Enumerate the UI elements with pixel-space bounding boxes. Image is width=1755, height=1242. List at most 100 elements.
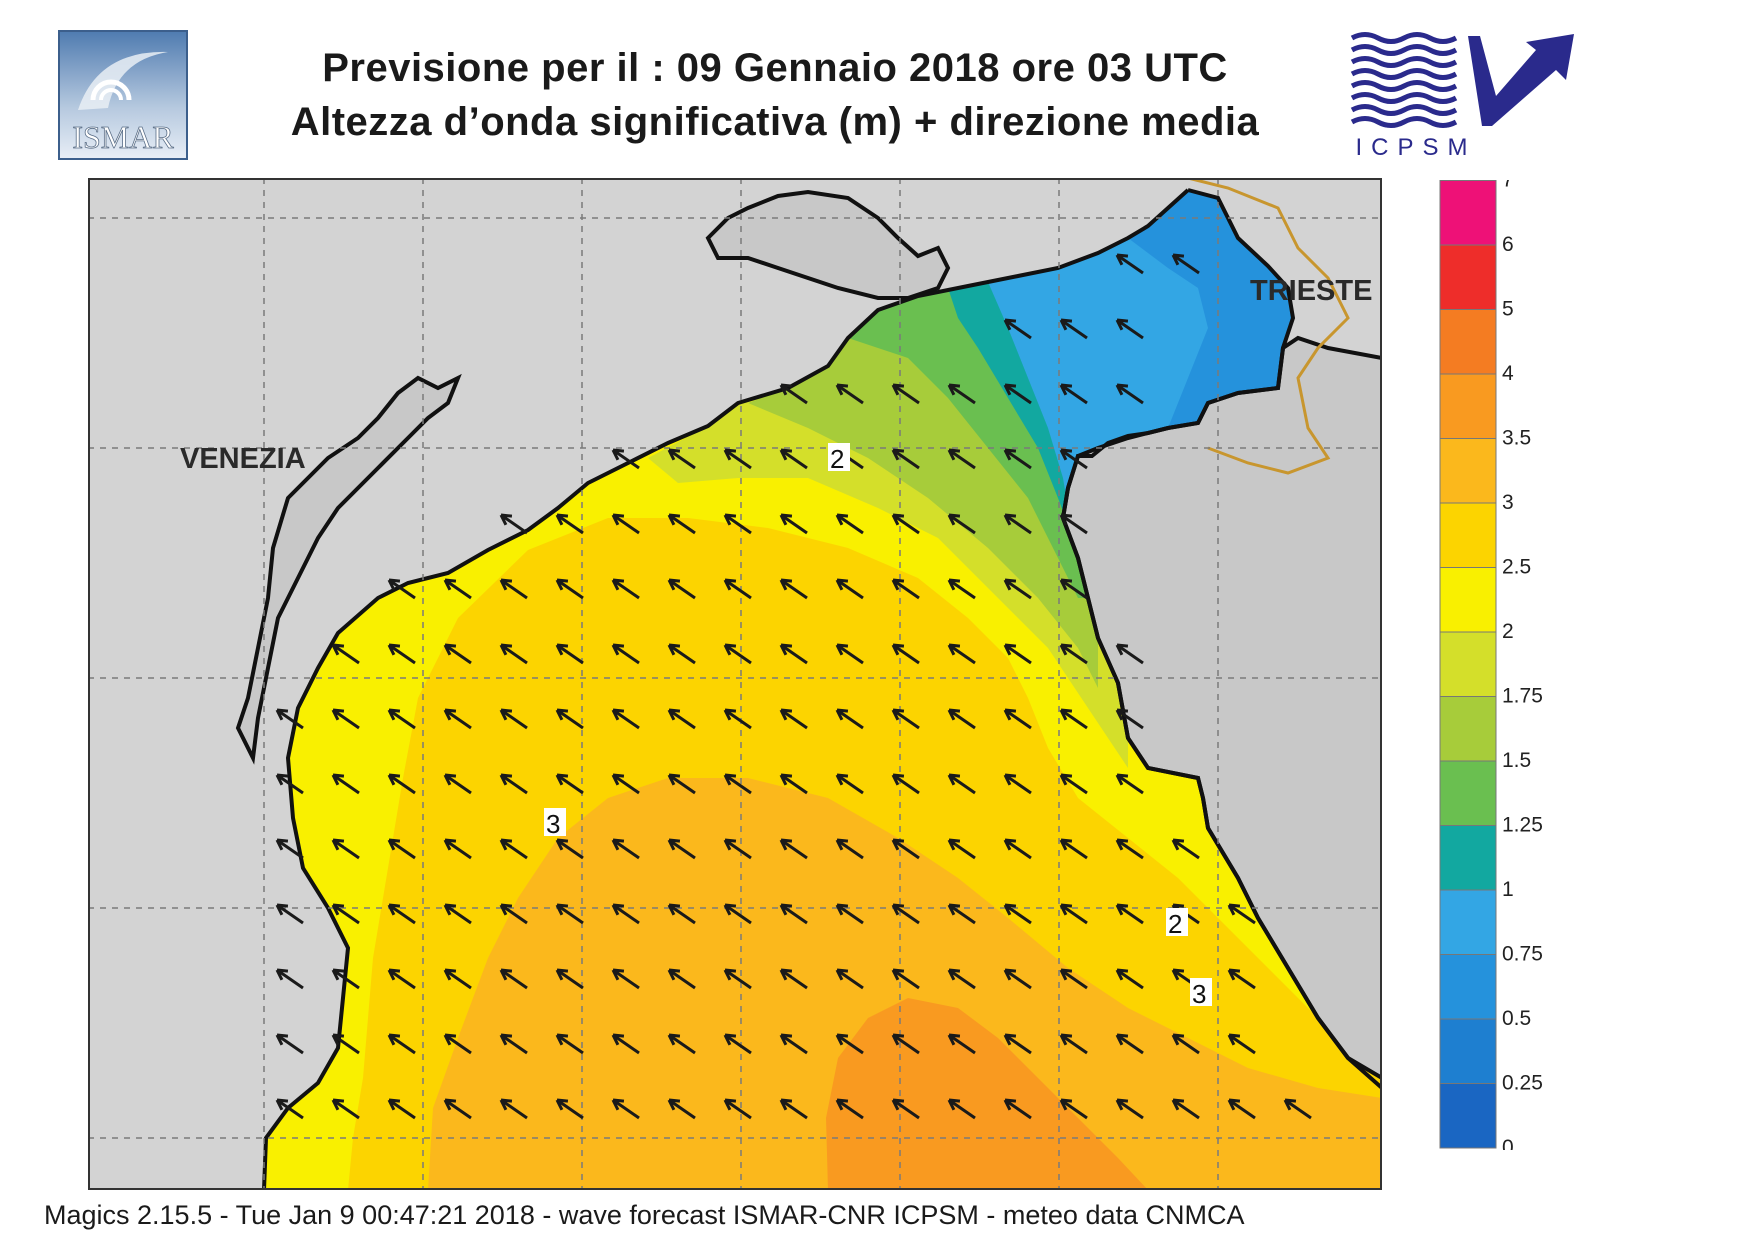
direction-arrow (723, 1098, 752, 1120)
direction-arrow (1059, 708, 1088, 730)
direction-arrow (555, 708, 584, 730)
legend-label: 4 (1502, 362, 1514, 385)
direction-arrow (1003, 838, 1032, 860)
direction-arrow (1115, 1098, 1144, 1120)
direction-arrow (723, 708, 752, 730)
gulf-land-top (705, 189, 951, 300)
direction-arrow (1059, 838, 1088, 860)
contour-label: 3 (544, 808, 566, 839)
direction-arrow (835, 1033, 864, 1055)
direction-arrow (947, 578, 976, 600)
direction-arrow (947, 513, 976, 535)
direction-arrow (1003, 968, 1032, 990)
legend-swatch (1439, 373, 1497, 439)
svg-text:3: 3 (546, 809, 560, 839)
direction-arrow (611, 903, 640, 925)
legend-label: 1.5 (1502, 749, 1531, 772)
direction-arrow (443, 838, 472, 860)
direction-arrow (555, 513, 584, 535)
direction-arrow (779, 838, 808, 860)
direction-arrow (779, 578, 808, 600)
direction-arrow (947, 838, 976, 860)
direction-arrow (387, 1033, 416, 1055)
direction-arrow (835, 578, 864, 600)
direction-arrow (667, 1033, 696, 1055)
direction-arrow (667, 1098, 696, 1120)
legend-swatch (1439, 502, 1497, 568)
legend-swatch (1439, 631, 1497, 697)
direction-arrow (947, 448, 976, 470)
direction-arrow (891, 383, 920, 405)
direction-arrow (1059, 513, 1088, 535)
direction-arrow (723, 773, 752, 795)
direction-arrow (779, 513, 808, 535)
direction-arrow (443, 1033, 472, 1055)
direction-arrow (891, 903, 920, 925)
direction-arrow (779, 448, 808, 470)
direction-arrow (387, 773, 416, 795)
legend-label: 1.75 (1502, 685, 1543, 708)
direction-arrow (779, 903, 808, 925)
legend-swatch (1439, 954, 1497, 1020)
direction-arrow (667, 773, 696, 795)
direction-arrow (779, 708, 808, 730)
legend-label: 5 (1502, 298, 1514, 321)
wave-direction-arrows (275, 253, 1312, 1120)
legend-swatch (1439, 696, 1497, 762)
direction-arrow (555, 773, 584, 795)
direction-arrow (1059, 1098, 1088, 1120)
legend-label: 1.25 (1502, 814, 1543, 837)
direction-arrow (1115, 773, 1144, 795)
direction-arrow (331, 1098, 360, 1120)
direction-arrow (835, 1098, 864, 1120)
direction-arrow (1115, 708, 1144, 730)
direction-arrow (1003, 903, 1032, 925)
direction-arrow (443, 903, 472, 925)
legend-label: 3 (1502, 491, 1514, 514)
legend-label: 0.25 (1502, 1072, 1543, 1095)
direction-arrow (779, 773, 808, 795)
direction-arrow (667, 448, 696, 470)
legend-labels: 0 0.25 0.5 0.75 1 1.25 1.5 1.75 2 2.5 3 3.5 4 5 6 7 (1502, 180, 1543, 1150)
direction-arrow (387, 643, 416, 665)
legend-label: 2.5 (1502, 556, 1531, 579)
footer-credits: Magics 2.15.5 - Tue Jan 9 00:47:21 2018 … (44, 1200, 1245, 1230)
direction-arrow (1115, 643, 1144, 665)
venice-lagoon (235, 373, 462, 765)
direction-arrow (275, 1033, 304, 1055)
direction-arrow (1003, 578, 1032, 600)
direction-arrow (331, 708, 360, 730)
direction-arrow (499, 773, 528, 795)
direction-arrow (611, 1033, 640, 1055)
direction-arrow (723, 578, 752, 600)
direction-arrow (1115, 1033, 1144, 1055)
direction-arrow (835, 708, 864, 730)
direction-arrow (611, 773, 640, 795)
direction-arrow (611, 513, 640, 535)
direction-arrow (499, 708, 528, 730)
direction-arrow (779, 968, 808, 990)
direction-arrow (499, 643, 528, 665)
direction-arrow (1059, 448, 1088, 470)
map-frame (88, 178, 1382, 1190)
direction-arrow (667, 578, 696, 600)
icpsm-logo: ICPSM (1350, 32, 1574, 160)
direction-arrow (723, 448, 752, 470)
direction-arrow (555, 968, 584, 990)
direction-arrow (611, 578, 640, 600)
direction-arrow (387, 708, 416, 730)
svg-text:2: 2 (830, 444, 844, 474)
direction-arrow (723, 513, 752, 535)
direction-arrow (387, 578, 416, 600)
direction-arrow (611, 1098, 640, 1120)
svg-text:3: 3 (1192, 979, 1206, 1009)
direction-arrow (667, 708, 696, 730)
direction-arrow (891, 968, 920, 990)
legend-swatch (1439, 567, 1497, 633)
direction-arrow (331, 838, 360, 860)
direction-arrow (275, 838, 304, 860)
direction-arrow (891, 838, 920, 860)
direction-arrow (1059, 578, 1088, 600)
direction-arrow (779, 383, 808, 405)
icpsm-logo-text: ICPSM (1355, 134, 1476, 160)
